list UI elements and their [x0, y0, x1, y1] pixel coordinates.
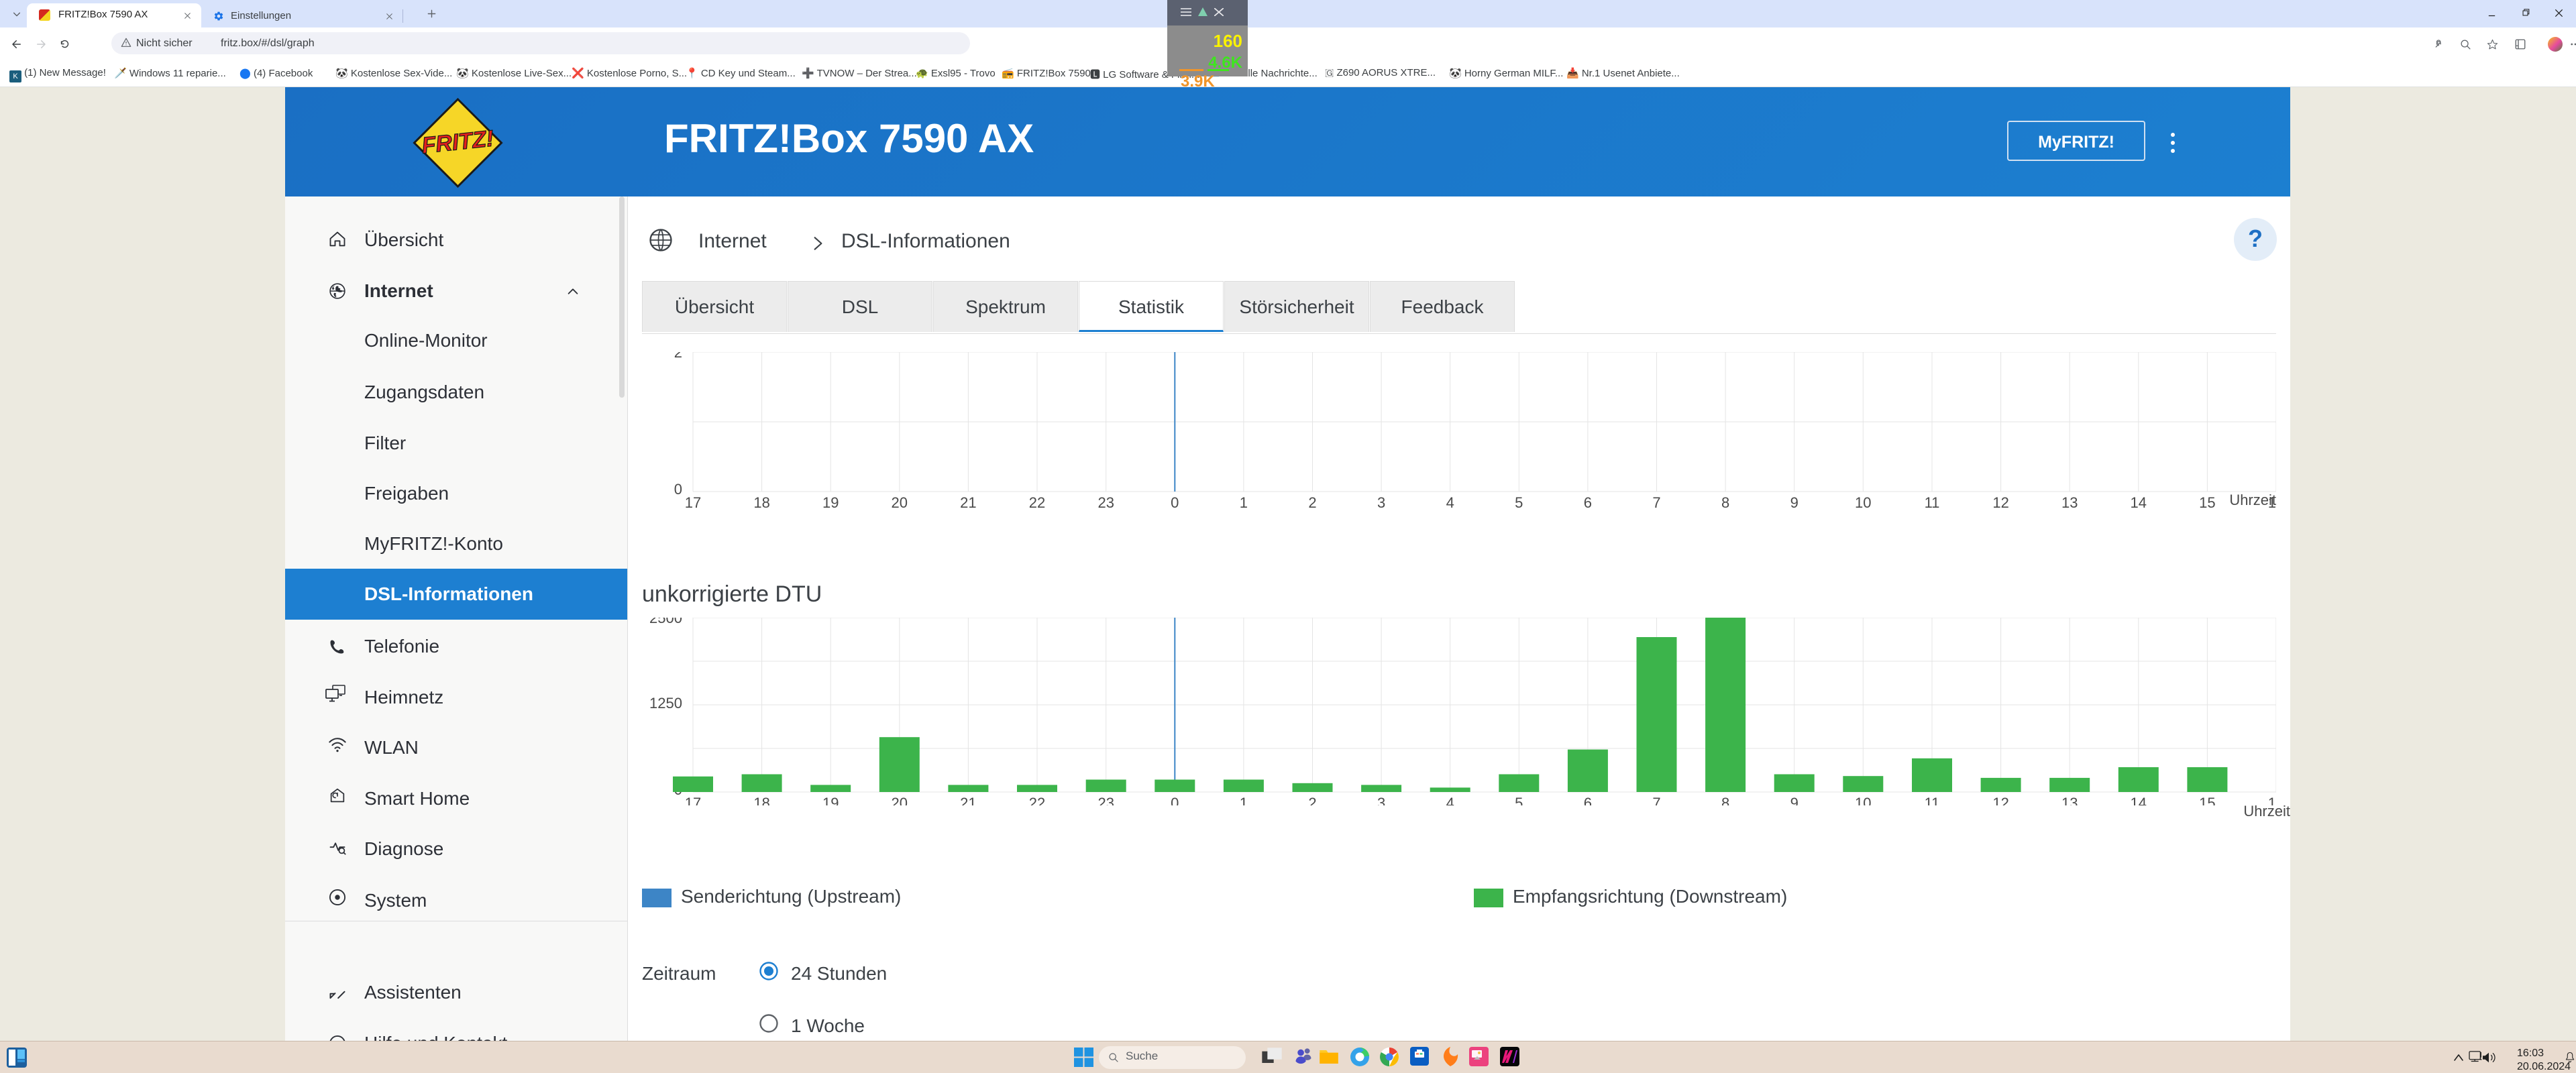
- svg-text:15: 15: [2199, 795, 2215, 805]
- svg-text:17: 17: [685, 795, 701, 805]
- svg-text:3: 3: [1377, 494, 1385, 508]
- svg-text:17: 17: [685, 494, 701, 508]
- svg-text:5: 5: [1515, 494, 1523, 508]
- svg-text:1250: 1250: [649, 695, 682, 712]
- svg-text:12: 12: [1992, 494, 2008, 508]
- svg-text:5: 5: [1515, 795, 1523, 805]
- svg-text:6: 6: [1584, 494, 1592, 508]
- svg-text:2500: 2500: [649, 618, 682, 626]
- svg-text:2: 2: [1308, 494, 1316, 508]
- svg-text:4: 4: [1446, 795, 1454, 805]
- svg-text:8: 8: [1721, 494, 1729, 508]
- svg-text:21: 21: [960, 795, 976, 805]
- svg-text:20: 20: [892, 494, 908, 508]
- svg-text:11: 11: [1925, 795, 1940, 805]
- svg-text:10: 10: [1855, 494, 1871, 508]
- svg-text:13: 13: [2061, 795, 2078, 805]
- svg-text:9: 9: [1790, 795, 1799, 805]
- svg-text:7: 7: [1652, 494, 1660, 508]
- svg-text:3: 3: [1377, 795, 1385, 805]
- svg-text:1: 1: [1240, 494, 1248, 508]
- svg-text:22: 22: [1029, 795, 1045, 805]
- svg-text:?: ?: [334, 1039, 340, 1041]
- svg-text:14: 14: [2131, 795, 2147, 805]
- svg-text:23: 23: [1097, 795, 1114, 805]
- svg-text:10: 10: [1855, 795, 1871, 805]
- svg-text:15: 15: [2199, 494, 2215, 508]
- svg-text:7: 7: [1652, 795, 1660, 805]
- svg-text:22: 22: [1029, 494, 1045, 508]
- svg-text:11: 11: [1925, 494, 1940, 508]
- svg-text:0: 0: [1171, 795, 1179, 805]
- svg-text:4: 4: [1446, 494, 1454, 508]
- svg-text:18: 18: [753, 795, 769, 805]
- svg-text:6: 6: [1584, 795, 1592, 805]
- svg-text:18: 18: [753, 494, 769, 508]
- svg-text:12: 12: [1992, 795, 2008, 805]
- svg-text:8: 8: [1721, 795, 1729, 805]
- svg-text:23: 23: [1097, 494, 1114, 508]
- svg-text:19: 19: [822, 795, 839, 805]
- svg-text:9: 9: [1790, 494, 1799, 508]
- svg-text:0: 0: [1171, 494, 1179, 508]
- svg-text:2: 2: [674, 352, 682, 361]
- svg-text:0: 0: [674, 481, 682, 498]
- svg-text:1: 1: [1240, 795, 1248, 805]
- svg-text:2: 2: [1308, 795, 1316, 805]
- svg-text:20: 20: [892, 795, 908, 805]
- svg-text:14: 14: [2131, 494, 2147, 508]
- svg-text:19: 19: [822, 494, 839, 508]
- svg-text:13: 13: [2061, 494, 2078, 508]
- svg-text:21: 21: [960, 494, 976, 508]
